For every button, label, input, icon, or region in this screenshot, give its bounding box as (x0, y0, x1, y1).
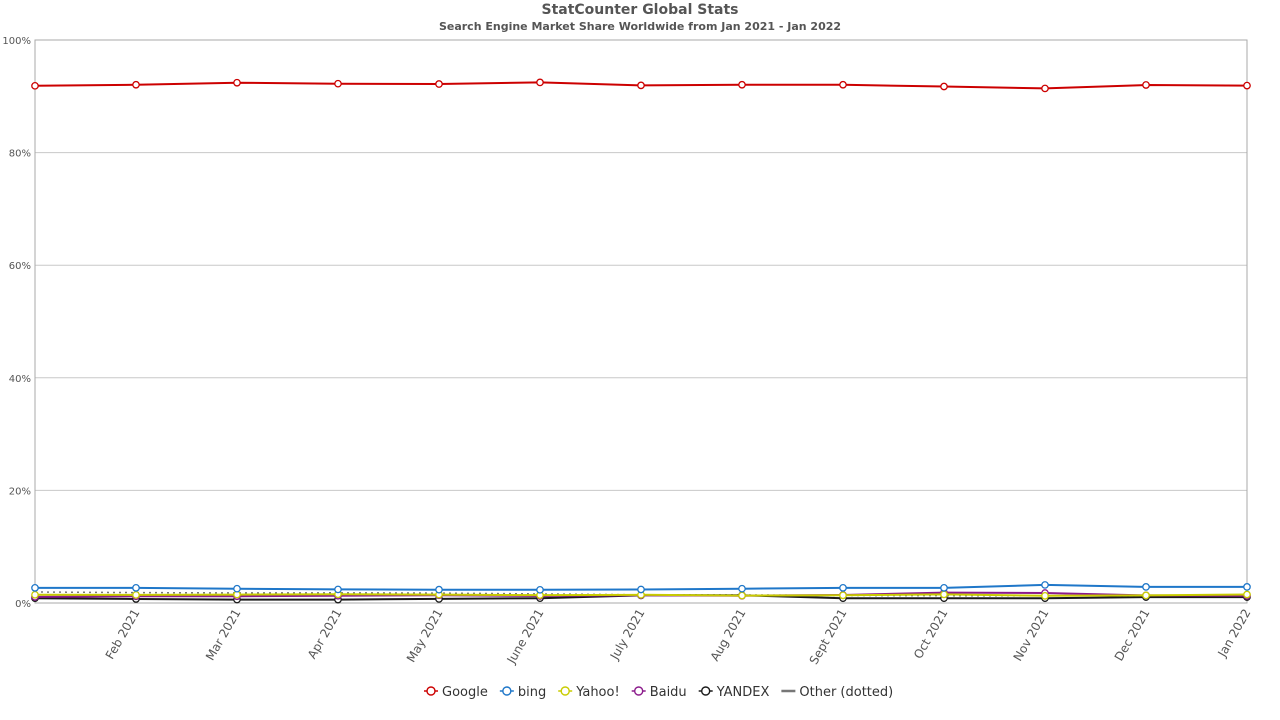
legend-item-google[interactable]: Google (424, 685, 488, 700)
legend-marker (633, 686, 644, 696)
data-point (31, 584, 39, 592)
data-point (132, 584, 140, 592)
data-point (132, 80, 140, 89)
legend-marker (700, 686, 711, 696)
data-point (233, 78, 241, 87)
x-tick-label: Jan 2022 (1215, 607, 1254, 661)
data-point (1243, 583, 1251, 591)
y-tick-label: 80% (9, 149, 31, 160)
data-point (536, 78, 544, 87)
x-tick-label: Feb 2021 (103, 607, 143, 662)
data-point (132, 591, 140, 599)
x-tick-label: Dec 2021 (1112, 607, 1153, 664)
data-point (435, 585, 443, 594)
x-tick-label: July 2021 (607, 607, 648, 663)
y-tick-label: 20% (9, 486, 31, 497)
data-point (1243, 590, 1251, 599)
legend-label: Google (442, 685, 488, 700)
data-point (738, 591, 746, 600)
legend-marker (560, 686, 570, 696)
data-point (839, 584, 847, 592)
legend-item-yahoo[interactable]: Yahoo! (558, 685, 620, 700)
x-tick-label: Nov 2021 (1011, 607, 1052, 664)
legend[interactable]: Google bing Yahoo! Baidu YANDEX Other (dotted… (424, 685, 893, 700)
series-bing (31, 581, 1251, 594)
data-point (738, 80, 746, 89)
data-point (334, 585, 342, 594)
legend-label: Other (dotted) (799, 685, 893, 700)
data-point (1243, 81, 1251, 90)
data-point (1142, 591, 1150, 600)
x-axis: Feb 2021 Mar 2021 Apr 2021 May 2021 June 202… (103, 607, 1254, 667)
series-yahoo (31, 590, 1251, 600)
series-group (31, 78, 1251, 604)
grid (35, 39, 1247, 604)
legend-label: Yahoo! (575, 685, 619, 700)
y-tick-label: 40% (9, 374, 31, 385)
data-point (334, 79, 342, 88)
data-point (839, 591, 847, 600)
data-point (31, 81, 39, 90)
data-point (31, 590, 39, 599)
legend-marker (502, 686, 512, 696)
data-point (940, 82, 948, 91)
data-point (940, 590, 948, 599)
legend-item-other-dotted[interactable]: Other (dotted) (781, 685, 893, 700)
x-tick-label: June 2021 (504, 607, 547, 667)
plot-area (34, 39, 1248, 604)
y-axis: 0% 20% 40% 60% 80% 100% (2, 36, 31, 610)
data-point (1041, 84, 1049, 93)
data-point (1142, 81, 1150, 89)
legend-item-bing[interactable]: bing (499, 685, 546, 700)
legend-marker (426, 686, 436, 696)
series-google (31, 78, 1251, 93)
data-point (738, 584, 746, 593)
x-tick-label: Oct 2021 (911, 607, 951, 662)
y-tick-label: 60% (9, 261, 31, 272)
legend-item-yandex[interactable]: YANDEX (698, 685, 770, 700)
data-point (1041, 591, 1049, 600)
x-tick-label: Mar 2021 (203, 607, 244, 663)
data-point (536, 585, 544, 594)
x-tick-label: Aug 2021 (708, 607, 749, 664)
data-point (1142, 583, 1150, 591)
legend-item-baidu[interactable]: Baidu (631, 685, 687, 700)
data-point (435, 80, 443, 88)
legend-label: YANDEX (716, 685, 770, 700)
x-tick-label: May 2021 (404, 607, 446, 665)
legend-label: bing (518, 685, 546, 700)
data-point (233, 584, 241, 593)
data-point (839, 80, 847, 89)
y-tick-label: 0% (15, 599, 31, 610)
data-point (1041, 581, 1049, 589)
data-point (637, 585, 645, 594)
x-tick-label: Sept 2021 (807, 607, 850, 667)
x-tick-label: Apr 2021 (305, 607, 345, 662)
y-tick-label: 100% (2, 36, 31, 47)
data-point (637, 81, 645, 90)
data-point (940, 584, 948, 592)
chart-subtitle: Search Engine Market Share Worldwide fro… (439, 20, 841, 33)
chart-title: StatCounter Global Stats (541, 2, 738, 18)
legend-label: Baidu (650, 685, 687, 700)
